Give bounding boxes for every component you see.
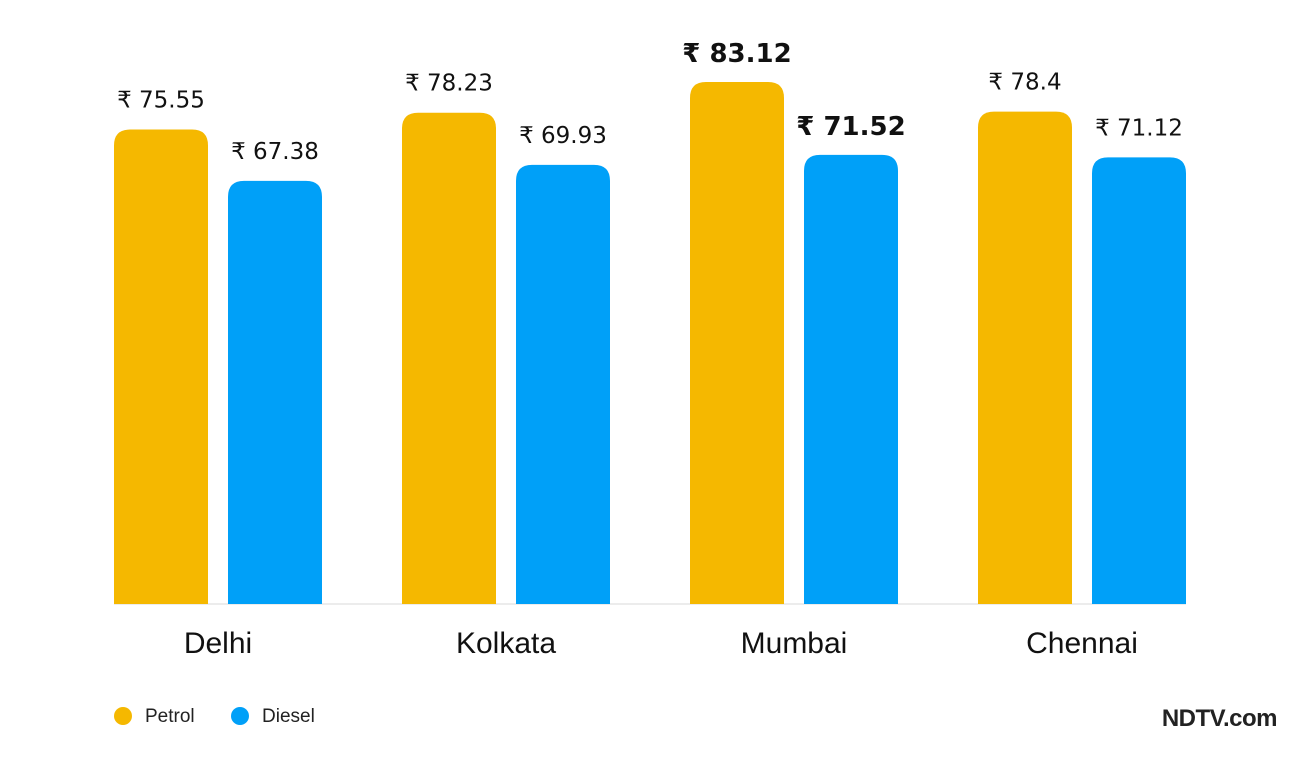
value-labels-group: ₹ 75.55 ₹ 67.38 ₹ 78.23 ₹ 69.93 ₹ 83.12 ₹ 71.… bbox=[117, 39, 1183, 165]
legend-label-petrol: Petrol bbox=[145, 706, 195, 727]
category-label-mumbai: Mumbai bbox=[741, 627, 848, 660]
legend-label-diesel: Diesel bbox=[262, 706, 315, 727]
bar-diesel-kolkata bbox=[516, 164, 610, 604]
category-label-chennai: Chennai bbox=[1026, 627, 1138, 660]
value-label-petrol-chennai: ₹ 78.4 bbox=[988, 70, 1061, 96]
value-label-diesel-mumbai: ₹ 71.52 bbox=[796, 112, 905, 142]
value-label-diesel-chennai: ₹ 71.12 bbox=[1095, 115, 1183, 141]
value-label-petrol-delhi: ₹ 75.55 bbox=[117, 88, 205, 114]
bar-petrol-kolkata bbox=[402, 112, 496, 604]
legend: Petrol Diesel bbox=[114, 706, 315, 727]
category-label-kolkata: Kolkata bbox=[456, 627, 556, 660]
value-label-diesel-delhi: ₹ 67.38 bbox=[231, 139, 319, 165]
ndtv-logo: NDTV.com bbox=[1162, 705, 1277, 732]
bar-petrol-chennai bbox=[978, 111, 1072, 604]
category-label-delhi: Delhi bbox=[184, 627, 252, 660]
bar-diesel-chennai bbox=[1092, 157, 1186, 604]
legend-swatch-petrol bbox=[114, 707, 132, 725]
value-label-petrol-kolkata: ₹ 78.23 bbox=[405, 71, 493, 97]
value-label-diesel-kolkata: ₹ 69.93 bbox=[519, 123, 607, 149]
bar-diesel-delhi bbox=[228, 180, 322, 604]
bars-group bbox=[114, 82, 1186, 605]
legend-swatch-diesel bbox=[231, 707, 249, 725]
category-labels-group: Delhi Kolkata Mumbai Chennai bbox=[184, 627, 1138, 660]
value-label-petrol-mumbai: ₹ 83.12 bbox=[682, 39, 791, 69]
bar-petrol-mumbai bbox=[690, 82, 784, 604]
bar-diesel-mumbai bbox=[804, 154, 898, 605]
bar-petrol-delhi bbox=[114, 129, 208, 605]
